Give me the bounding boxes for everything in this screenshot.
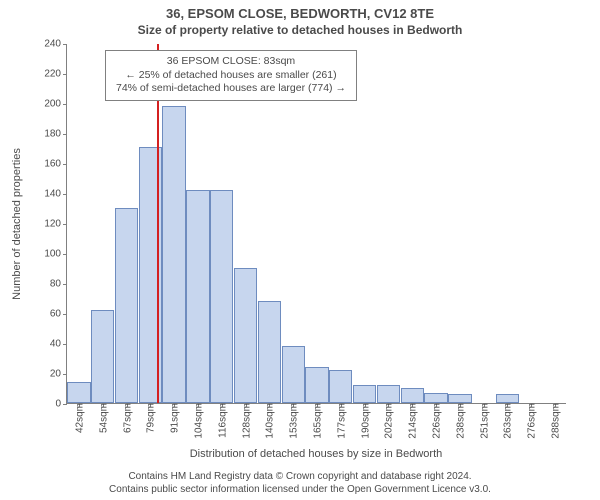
y-tick-mark <box>63 134 67 135</box>
histogram-bar <box>91 310 114 403</box>
histogram-bar <box>234 268 257 403</box>
y-tick-mark <box>63 224 67 225</box>
histogram-bar <box>305 367 328 403</box>
x-tick-label: 54sqm <box>96 403 109 433</box>
chart-subtitle: Size of property relative to detached ho… <box>0 21 600 37</box>
x-tick-label: 214sqm <box>406 403 419 439</box>
x-tick-label: 238sqm <box>453 403 466 439</box>
x-tick-label: 128sqm <box>239 403 252 439</box>
histogram-bar <box>401 388 424 403</box>
x-tick-label: 91sqm <box>168 403 181 433</box>
histogram-bar <box>448 394 471 403</box>
x-tick-label: 190sqm <box>358 403 371 439</box>
histogram-bar <box>186 190 209 403</box>
y-tick-mark <box>63 284 67 285</box>
histogram-bar <box>210 190 233 403</box>
y-tick-mark <box>63 374 67 375</box>
y-tick-mark <box>63 74 67 75</box>
histogram-bar <box>258 301 281 403</box>
x-tick-label: 67sqm <box>120 403 133 433</box>
y-tick-mark <box>63 164 67 165</box>
y-tick-mark <box>63 44 67 45</box>
info-box-line: 74% of semi-detached houses are larger (… <box>116 82 346 96</box>
page-title: 36, EPSOM CLOSE, BEDWORTH, CV12 8TE <box>0 0 600 21</box>
histogram-bar <box>424 393 447 404</box>
info-box: 36 EPSOM CLOSE: 83sqm← 25% of detached h… <box>105 50 357 101</box>
y-tick-mark <box>63 254 67 255</box>
histogram-bar <box>115 208 138 403</box>
x-tick-label: 79sqm <box>144 403 157 433</box>
footer-line-1: Contains HM Land Registry data © Crown c… <box>0 471 600 484</box>
histogram-bar <box>67 382 90 403</box>
histogram-bar <box>496 394 519 403</box>
histogram-bar <box>329 370 352 403</box>
histogram-bar <box>282 346 305 403</box>
x-tick-label: 263sqm <box>501 403 514 439</box>
x-tick-label: 153sqm <box>287 403 300 439</box>
x-axis-title: Distribution of detached houses by size … <box>66 448 566 460</box>
x-tick-label: 42sqm <box>72 403 85 433</box>
y-axis-label: Number of detached properties <box>10 44 24 404</box>
x-tick-label: 288sqm <box>549 403 562 439</box>
histogram-bar <box>162 106 185 403</box>
y-tick-mark <box>63 404 67 405</box>
y-tick-mark <box>63 344 67 345</box>
y-tick-mark <box>63 194 67 195</box>
x-tick-label: 165sqm <box>311 403 324 439</box>
info-box-line: 36 EPSOM CLOSE: 83sqm <box>116 55 346 69</box>
info-box-line: ← 25% of detached houses are smaller (26… <box>116 69 346 83</box>
y-tick-mark <box>63 314 67 315</box>
histogram-bar <box>377 385 400 403</box>
x-tick-label: 140sqm <box>263 403 276 439</box>
x-tick-label: 116sqm <box>215 403 228 438</box>
x-tick-label: 276sqm <box>525 403 538 439</box>
chart-footer: Contains HM Land Registry data © Crown c… <box>0 471 600 496</box>
footer-line-2: Contains public sector information licen… <box>0 484 600 497</box>
x-tick-label: 251sqm <box>477 403 490 439</box>
x-tick-label: 177sqm <box>334 403 347 439</box>
histogram-bar <box>353 385 376 403</box>
x-tick-label: 202sqm <box>382 403 395 439</box>
x-tick-label: 226sqm <box>430 403 443 439</box>
x-tick-label: 104sqm <box>191 403 204 439</box>
histogram-plot: 02040608010012014016018020022024042sqm54… <box>66 44 566 404</box>
y-tick-mark <box>63 104 67 105</box>
y-axis-label-text: Number of detached properties <box>11 148 23 300</box>
